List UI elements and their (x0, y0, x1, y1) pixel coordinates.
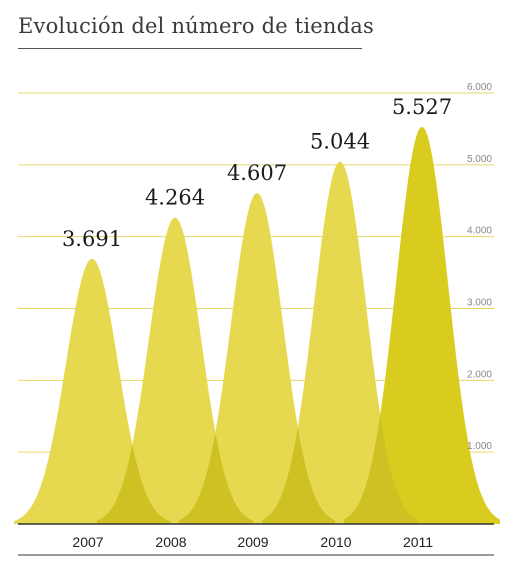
title-underline (18, 48, 362, 49)
overlap-2010-2011 (344, 416, 418, 524)
y-tick-label: 5.000 (467, 154, 492, 165)
overlap-2007-2008 (97, 445, 170, 524)
x-tick-label: 2011 (403, 534, 433, 550)
x-tick-label: 2009 (237, 534, 268, 550)
x-tick-label: 2010 (320, 534, 351, 550)
overlap-2008-2009 (179, 434, 253, 524)
y-tick-label: 3.000 (467, 298, 492, 309)
y-tick-label: 2.000 (467, 369, 492, 380)
value-label: 5.044 (310, 130, 370, 154)
chart-title: Evolución del número de tiendas (18, 14, 375, 38)
y-tick-label: 6.000 (467, 82, 492, 93)
peak-2011 (344, 126, 500, 524)
overlap-regions (97, 416, 418, 524)
y-tick-label: 4.000 (467, 226, 492, 237)
value-label: 4.264 (145, 186, 205, 210)
axes (18, 523, 494, 556)
y-tick-label: 1.000 (467, 441, 492, 452)
labels: 1.000 2.000 3.000 4.000 5.000 6.000 3.691 4.264… (62, 82, 492, 550)
x-tick-label: 2008 (155, 534, 186, 550)
value-label: 3.691 (62, 227, 122, 251)
peaks-series (14, 126, 500, 525)
value-label: 4.607 (227, 161, 287, 185)
x-tick-label: 2007 (72, 534, 103, 550)
overlap-2009-2010 (262, 428, 335, 524)
value-label: 5.527 (392, 95, 452, 119)
